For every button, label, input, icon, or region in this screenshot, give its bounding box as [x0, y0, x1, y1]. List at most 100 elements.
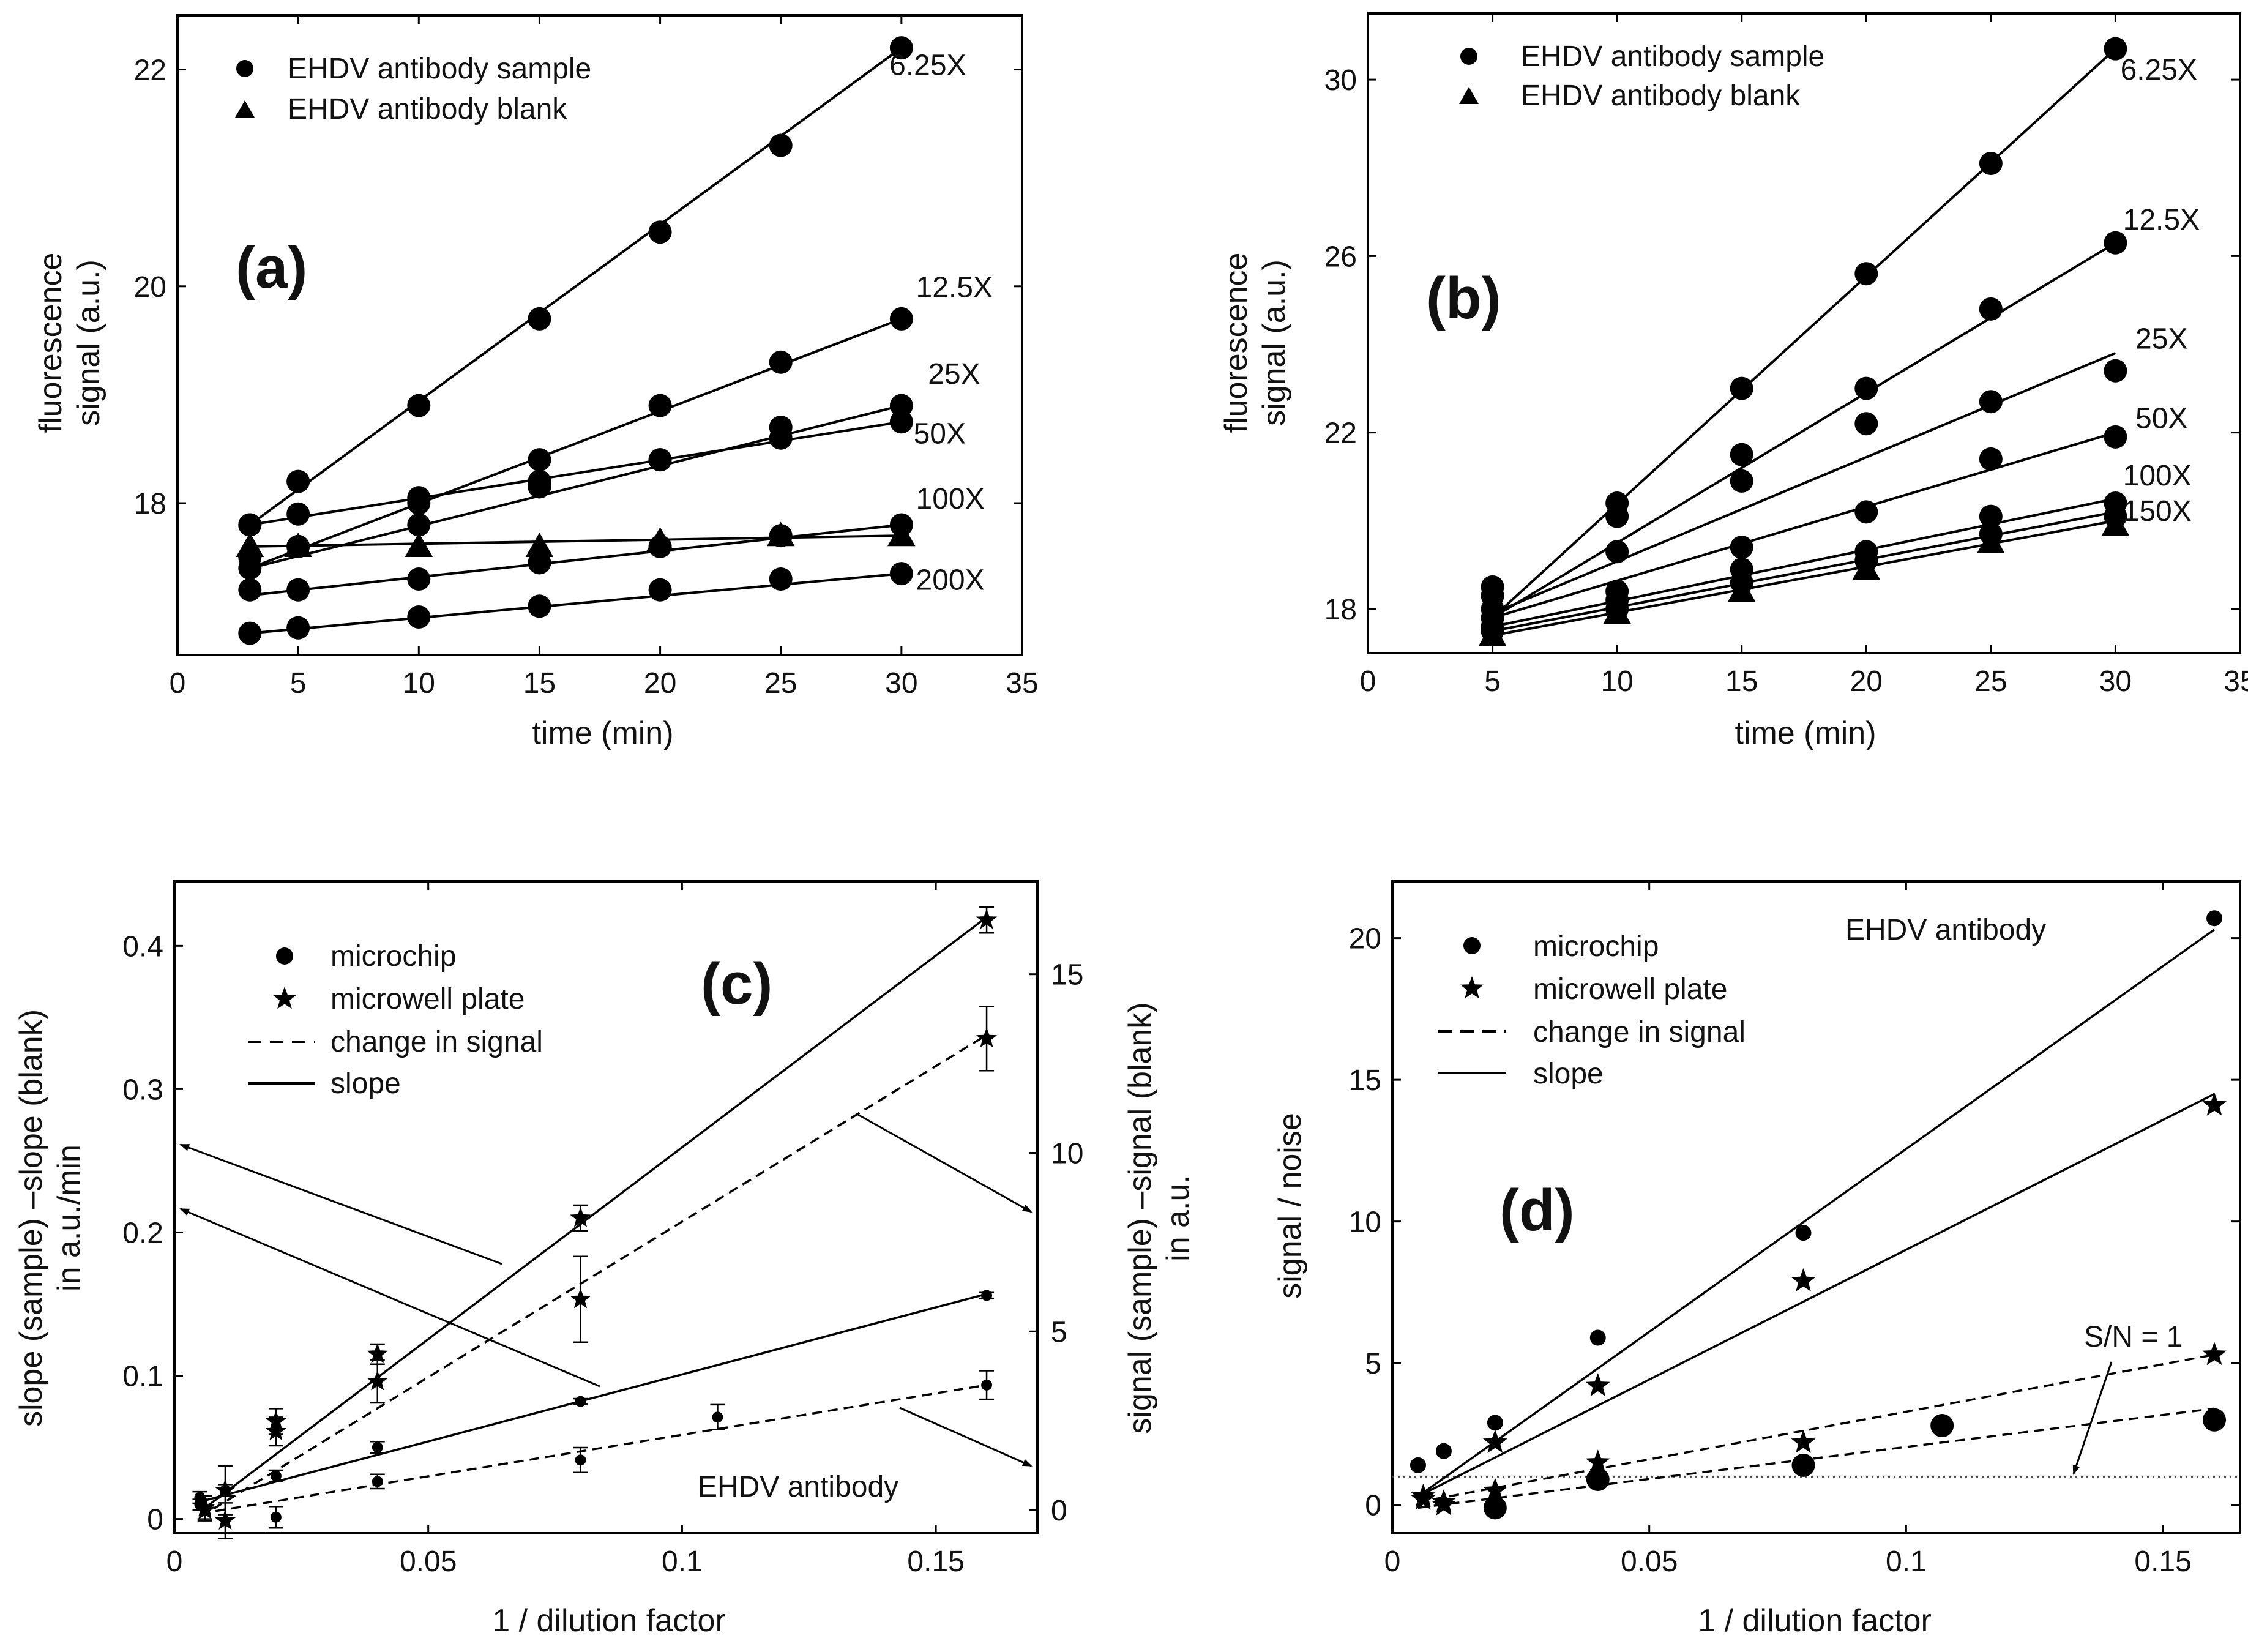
data-point-blank [766, 521, 795, 547]
x-tick-label: 20 [644, 667, 676, 700]
legend-sample-marker [1460, 48, 1477, 65]
arrow-to-left-axis-upper [179, 1143, 502, 1265]
data-point-microwell-change-in-signal [1585, 1449, 1610, 1473]
data-point-25x [238, 556, 262, 580]
panel-a-legend: EHDV antibody sample EHDV antibody blank [235, 53, 591, 125]
panel-d-fit-lines [1417, 929, 2216, 1509]
panel-b-legend: EHDV antibody sample EHDV antibody blank [1459, 40, 1824, 112]
curve-label-50x: 50X [2135, 402, 2187, 435]
data-point-microchip-slope [372, 1441, 383, 1453]
data-point-microchip-slope [270, 1470, 282, 1482]
panel-d-label: (d) [1499, 1178, 1575, 1243]
data-point-microwell-slope [976, 909, 998, 929]
panel-a-xlabel: time (min) [532, 716, 673, 751]
data-point-50x [1730, 536, 1753, 559]
data-point-200x [769, 567, 793, 591]
data-point-200x [286, 616, 310, 640]
panel-d-ylabel: signal / noise [1272, 1113, 1308, 1299]
y2-tick-label: 10 [1051, 1138, 1083, 1170]
data-point-blank [1727, 577, 1756, 602]
panel-b-fit-lines [1492, 48, 2116, 637]
data-point-microwell-change-in-signal [1411, 1486, 1436, 1510]
fit-line-microchip-change-in-signal [200, 1384, 987, 1515]
fit-line-12-5x [1492, 242, 2116, 619]
data-point-microwell-change-in-signal [214, 1509, 236, 1530]
panel-b-xlabel: time (min) [1735, 716, 1876, 751]
data-point-microchip-change-in-signal [2203, 1408, 2227, 1432]
data-point-microchip-change-in-signal [1483, 1496, 1507, 1520]
legend-microchip-label: microchip [330, 940, 456, 973]
panel-c-arrows [179, 1113, 1033, 1467]
y-tick-label: 10 [1349, 1206, 1381, 1239]
panel-a-curve-labels: 6.25X 12.5X 25X 50X 100X 200X [889, 49, 993, 596]
data-point-blank [1977, 529, 2005, 553]
legend-sample-label: EHDV antibody sample [1521, 40, 1824, 73]
y2-tick-label: 0 [1051, 1495, 1067, 1527]
data-point-50x [238, 513, 262, 537]
panel-c-frame [173, 880, 1039, 1534]
curve-label-12-5x: 12.5X [2123, 204, 2200, 236]
data-point-25x [407, 513, 431, 537]
x-tick-label: 15 [523, 667, 556, 700]
data-point-25x [1854, 412, 1878, 436]
data-point-100x [407, 567, 431, 591]
data-point-microchip-slope [1589, 1329, 1606, 1346]
panel-a-fit-lines [249, 47, 903, 635]
panel-d-points [1410, 910, 2227, 1520]
panel-a-ticks: 0 5 10 15 20 25 30 35 18 20 22 [134, 15, 1039, 700]
data-point-6-25x [407, 394, 431, 417]
data-point-12-5x [1854, 376, 1878, 400]
data-point-microchip-slope [1410, 1457, 1426, 1473]
data-point-microwell-slope [367, 1343, 388, 1363]
panel-a-ylabel-line2: signal (a.u.) [71, 260, 106, 426]
data-point-25x [1605, 540, 1629, 564]
data-point-12-5x [648, 394, 672, 417]
fit-line-25x [249, 404, 902, 570]
curve-label-100x: 100X [916, 483, 985, 515]
data-point-50x [286, 502, 310, 526]
data-point-6-25x [286, 469, 310, 493]
curve-label-6-25x: 6.25X [889, 49, 966, 81]
panel-c: 0 0.05 0.1 0.15 0 0.1 0.2 0.3 0.4 0 5 10 15 (c) EHDV… [13, 880, 1196, 1639]
panel-c-y2label-line1: signal (sample) –signal (blank) [1122, 1002, 1158, 1433]
data-point-blank [887, 521, 916, 547]
arrow-to-right-axis-upper [856, 1113, 1033, 1213]
data-point-6-25x [769, 133, 793, 157]
data-point-microchip-change-in-signal [270, 1511, 282, 1523]
fit-line-microchip-slope [200, 1293, 987, 1503]
legend-microwell-marker [273, 987, 296, 1009]
data-point-blank [1603, 599, 1631, 624]
data-point-blank [2101, 511, 2130, 536]
legend-sample-marker [236, 60, 253, 77]
x-tick-label: 0 [166, 1545, 183, 1578]
data-point-microchip-change-in-signal [1930, 1414, 1954, 1438]
y-tick-label: 0.3 [122, 1074, 163, 1106]
panel-c-label: (c) [701, 951, 772, 1017]
y-tick-label: 26 [1324, 241, 1357, 273]
data-point-microchip-slope [981, 1290, 993, 1301]
panel-a: 0 5 10 15 20 25 30 35 18 20 22 6.25X 12.5X 25X 50X 100… [33, 14, 1039, 751]
data-point-microchip-change-in-signal [1791, 1453, 1815, 1477]
panel-c-ticks: 0 0.05 0.1 0.15 0 0.1 0.2 0.3 0.4 0 5 10 15 [122, 881, 1083, 1578]
curve-label-50x: 50X [914, 418, 966, 450]
panel-c-fit-lines [199, 916, 988, 1519]
x-tick-label: 35 [2224, 665, 2248, 698]
x-tick-label: 30 [2099, 665, 2132, 698]
data-point-microwell-slope [1585, 1373, 1610, 1397]
y-tick-label: 0.1 [122, 1361, 163, 1393]
data-point-6-25x [2104, 37, 2127, 61]
x-tick-label: 0.05 [1621, 1545, 1678, 1578]
curve-label-200x: 200X [916, 564, 985, 597]
data-point-microwell-change-in-signal [1482, 1478, 1507, 1501]
data-point-microchip-change-in-signal [372, 1476, 383, 1487]
y-tick-label: 0.4 [122, 930, 163, 963]
data-point-100x [286, 578, 310, 602]
legend-blank-label: EHDV antibody blank [288, 93, 567, 125]
panel-c-ylabel-line2: in a.u./min [51, 1145, 87, 1291]
data-point-blank [284, 533, 312, 557]
curve-label-25x: 25X [928, 358, 980, 391]
legend-slope-label: slope [330, 1067, 401, 1100]
x-tick-label: 30 [885, 667, 917, 700]
data-point-6-25x [889, 36, 913, 60]
y-tick-label: 0.2 [122, 1217, 163, 1249]
